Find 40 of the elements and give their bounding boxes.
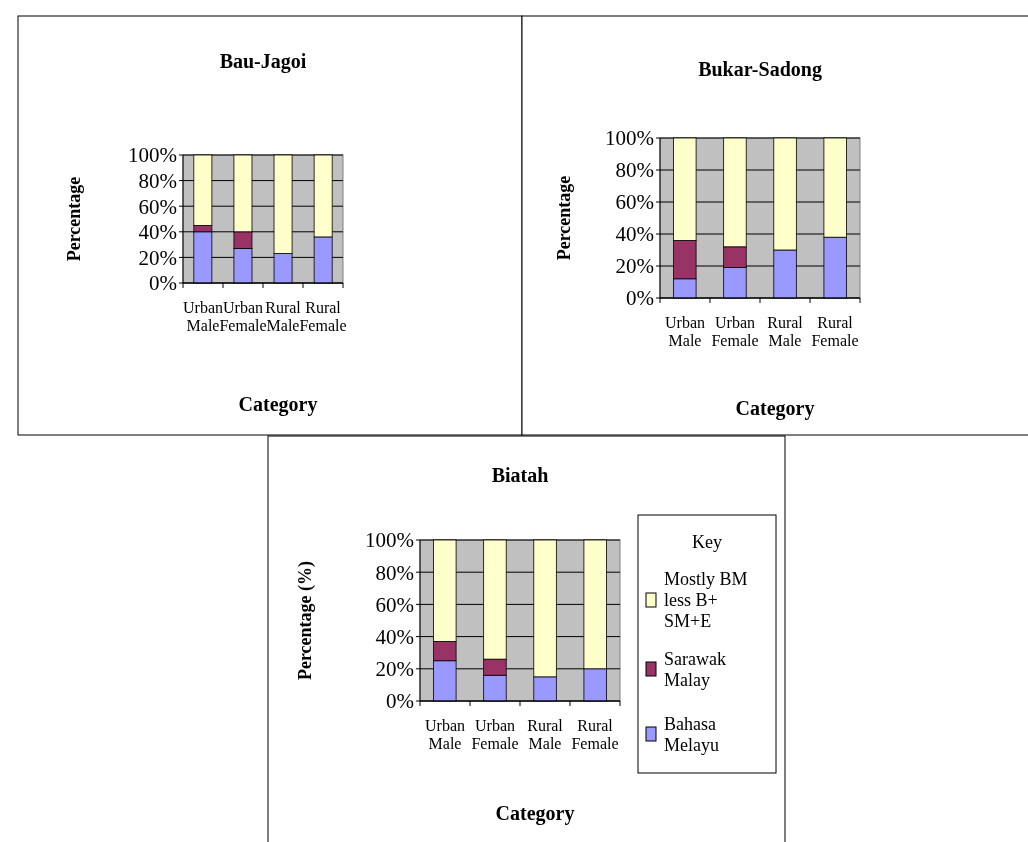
y-tick-label: 20% — [375, 657, 414, 682]
y-tick-label: 80% — [615, 158, 654, 183]
legend-label: Mostly BM less B+ SM+E — [664, 569, 748, 632]
y-tick-label: 80% — [375, 560, 414, 585]
y-tick-label: 100% — [365, 528, 414, 553]
y-tick-label: 40% — [138, 220, 177, 245]
x-tick-label: Rural Female — [571, 717, 619, 752]
legend-label: Bahasa Melayu — [664, 713, 719, 755]
y-tick-label: 100% — [605, 126, 654, 151]
y-tick-label: 60% — [138, 194, 177, 219]
y-tick-label: 60% — [615, 190, 654, 215]
x-tick-label: Urban Female — [711, 314, 759, 349]
x-tick-label: Rural Female — [299, 299, 347, 334]
legend-title: Key — [692, 532, 722, 552]
y-tick-label: 20% — [615, 254, 654, 279]
y-tick-label: 100% — [128, 143, 177, 168]
x-tick-label: Rural Female — [811, 314, 859, 349]
y-tick-label: 20% — [138, 245, 177, 270]
chart-title: Biatah — [491, 464, 549, 486]
y-tick-label: 60% — [375, 592, 414, 617]
x-axis-title: Category — [735, 397, 815, 420]
y-tick-label: 0% — [386, 689, 414, 714]
chart-title: Bukar-Sadong — [698, 58, 822, 81]
y-tick-label: 80% — [138, 168, 177, 193]
y-tick-label: 40% — [615, 222, 654, 247]
x-axis-title: Category — [495, 802, 575, 825]
y-tick-label: 0% — [626, 286, 654, 311]
y-tick-label: 0% — [149, 271, 177, 296]
y-tick-label: 40% — [375, 624, 414, 649]
chart-title: Bau-Jagoi — [219, 50, 307, 73]
x-axis-title: Category — [238, 393, 318, 416]
legend-label: Sarawak Malay — [664, 648, 726, 690]
y-axis-title: Percentage — [64, 176, 84, 262]
x-tick-label: Rural Male — [527, 717, 564, 752]
y-axis-title: Percentage (%) — [295, 560, 316, 681]
x-tick-label: Urban Female — [471, 717, 519, 752]
x-tick-label: Rural Male — [767, 314, 804, 349]
y-axis-title: Percentage — [554, 175, 574, 261]
x-tick-label: Urban Male — [665, 314, 705, 349]
x-tick-label: Urban Male — [425, 717, 465, 752]
